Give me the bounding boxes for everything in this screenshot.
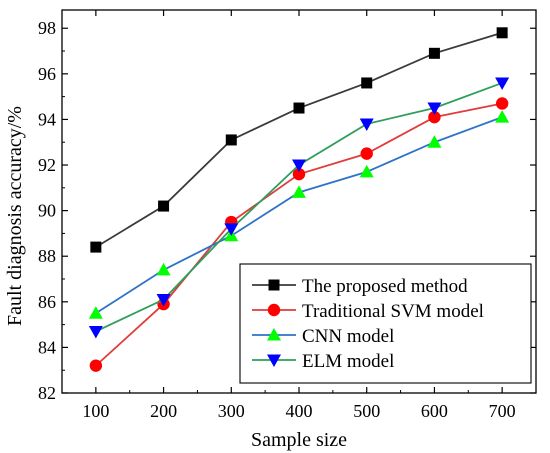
series-3 — [88, 110, 510, 319]
data-point — [428, 47, 440, 59]
x-axis-label: Sample size — [251, 429, 347, 451]
data-point — [359, 118, 374, 131]
legend-box — [239, 263, 532, 384]
data-point — [88, 325, 103, 339]
y-tick-label: 86 — [38, 292, 56, 312]
data-point — [292, 167, 306, 181]
data-point — [90, 241, 102, 253]
data-point — [292, 185, 306, 198]
legend-item: Traditional SVM model — [252, 301, 484, 322]
x-tick-label: 100 — [82, 401, 109, 421]
data-point — [156, 262, 171, 276]
y-axis-label: Fault diagnosis accuracy/% — [4, 106, 26, 326]
legend-label: ELM model — [302, 351, 394, 372]
legend: The proposed method Traditional SVM model… — [239, 263, 532, 384]
legend-label: Traditional SVM model — [302, 301, 484, 322]
x-tick-label: 300 — [218, 401, 245, 421]
series-1 — [90, 27, 508, 253]
y-tick-label: 94 — [38, 109, 56, 129]
data-point — [89, 359, 103, 372]
y-tick-label: 88 — [38, 246, 56, 266]
legend-marker — [268, 279, 280, 291]
legend-item: The proposed method — [252, 276, 468, 297]
y-tick-label: 82 — [38, 383, 56, 403]
data-point — [292, 159, 306, 173]
x-tick-label: 200 — [150, 401, 177, 421]
data-point — [361, 77, 373, 89]
data-point — [224, 223, 239, 236]
y-tick-label: 96 — [38, 64, 56, 84]
data-point — [156, 294, 171, 307]
y-tick-label: 98 — [38, 18, 56, 38]
series-4 — [88, 77, 510, 339]
data-point — [427, 135, 442, 148]
data-point — [495, 97, 509, 110]
data-point — [225, 134, 237, 146]
legend-item: ELM model — [252, 351, 394, 372]
data-point — [495, 110, 510, 123]
series-layer — [88, 27, 510, 372]
legend-marker — [267, 328, 281, 341]
legend-marker — [267, 303, 281, 317]
data-point — [158, 200, 170, 212]
y-tick-label: 84 — [38, 337, 56, 357]
data-point — [427, 102, 442, 116]
data-point — [495, 77, 510, 90]
data-point — [360, 147, 373, 160]
data-point — [293, 102, 305, 114]
data-point — [496, 27, 508, 39]
data-point — [88, 306, 103, 319]
x-tick-label: 500 — [353, 401, 380, 421]
data-point — [359, 164, 374, 178]
data-point — [428, 110, 441, 124]
legend-marker — [267, 354, 281, 367]
legend-item: CNN model — [252, 326, 394, 347]
y-tick-label: 90 — [38, 201, 56, 221]
x-tick-label: 700 — [489, 401, 516, 421]
x-tick-label: 400 — [286, 401, 313, 421]
x-tick-label: 600 — [421, 401, 448, 421]
axes: 100 200 300 400 500 600 700 82 84 86 88 90 92 94 96 98 — [38, 9, 537, 421]
legend-label: The proposed method — [302, 276, 468, 297]
y-tick-label: 92 — [38, 155, 56, 175]
legend-label: CNN model — [302, 326, 394, 347]
